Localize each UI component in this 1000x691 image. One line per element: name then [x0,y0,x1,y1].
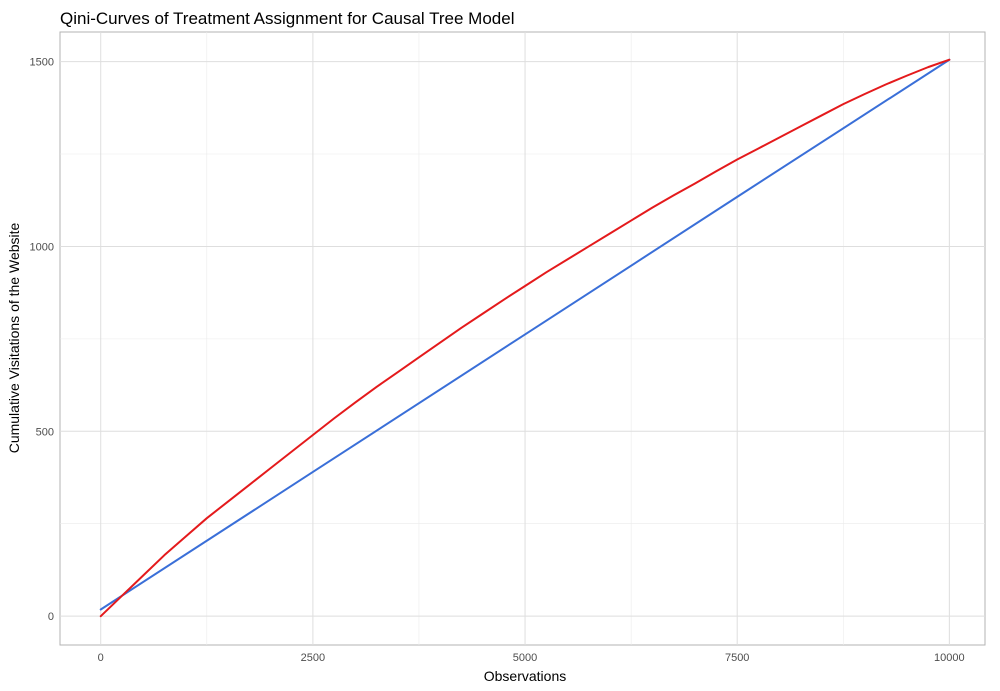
x-tick-label: 5000 [513,652,537,664]
plot-panel [59,31,986,646]
y-tick-label: 1500 [30,57,54,69]
x-axis-title: Observations [484,668,566,684]
series-lines [99,58,951,618]
y-axis-title: Cumulative Visitations of the Website [6,222,22,453]
x-tick-label: 2500 [301,652,325,664]
major-gridlines [60,32,985,645]
baseline-series-line [99,58,951,611]
x-axis-tick-labels: 0 2500 5000 7500 10000 [98,652,965,664]
qini-series-line [99,58,951,618]
minor-gridlines [60,32,985,645]
x-tick-label: 10000 [934,652,965,664]
x-tick-label: 7500 [725,652,749,664]
chart-title: Qini-Curves of Treatment Assignment for … [60,9,514,28]
y-tick-label: 1000 [30,241,54,253]
y-axis-tick-labels: 0 500 1000 1500 [30,57,54,624]
y-tick-label: 500 [36,426,54,438]
y-tick-label: 0 [48,611,54,623]
x-tick-label: 0 [98,652,104,664]
